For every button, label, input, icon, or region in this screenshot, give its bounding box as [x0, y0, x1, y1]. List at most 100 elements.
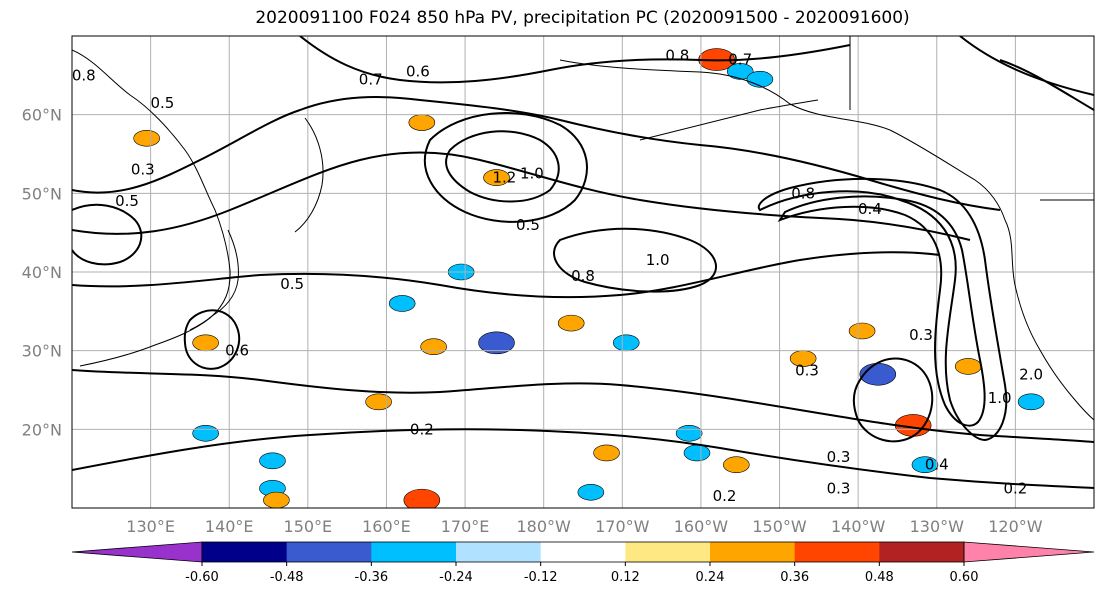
contour-line [757, 177, 1008, 442]
precip-patch [675, 424, 703, 442]
contour-label: 0.8 [72, 66, 96, 84]
precip-patch [683, 444, 711, 462]
contour-line [553, 227, 717, 293]
colorbar-tick-label: 0.36 [780, 570, 809, 585]
x-tick-label: 160°W [674, 517, 729, 536]
coastline-alaska [559, 59, 1006, 221]
precip-patch [483, 169, 510, 186]
contour-label: 0.3 [795, 361, 819, 379]
x-tick-label: 140°E [205, 517, 254, 536]
colorbar-segment [371, 542, 457, 562]
colorbar-extend-low [71, 541, 203, 563]
precip-patch [388, 295, 416, 312]
chart-title: 2020091100 F024 850 hPa PV, precipitatio… [255, 8, 910, 28]
contour-label: 2.0 [1019, 365, 1043, 383]
contour-label: 0.8 [791, 184, 815, 202]
contour-label: 0.5 [150, 94, 174, 112]
colorbar-segment [286, 542, 372, 562]
contour-label: 0.3 [827, 448, 851, 466]
contour-line [852, 357, 934, 443]
colorbar-segment [710, 542, 796, 562]
x-tick-label: 120°W [988, 517, 1043, 536]
colorbar-tick-label: -0.48 [270, 570, 304, 585]
y-axis-ticks: 20°N 30°N 40°N 50°N 60°N [22, 106, 62, 440]
precip-patch [722, 456, 750, 474]
contour-line [72, 251, 941, 299]
contour-label: 0.3 [131, 161, 155, 179]
colorbar-segment [540, 542, 626, 562]
precip-patch [593, 444, 620, 462]
contour-line [72, 369, 1094, 443]
colorbar-segment [625, 542, 711, 562]
contour-label: 1.0 [988, 389, 1012, 407]
coastline-asia [72, 49, 231, 367]
coastline-japan [189, 229, 239, 331]
contour-label: 0.2 [410, 420, 434, 438]
contour-label: 0.8 [571, 267, 595, 285]
precip-patch [478, 331, 515, 355]
coastline-aleutians [639, 99, 819, 141]
colorbar-tick-label: 0.12 [611, 570, 640, 585]
colorbar-tick-label: -0.60 [185, 570, 219, 585]
colorbar-tick-label: -0.12 [524, 570, 558, 585]
colorbar-tick-label: 0.24 [696, 570, 725, 585]
precip-patch [726, 63, 754, 80]
contour-label: 0.5 [516, 216, 540, 234]
x-axis-ticks: 130°E 140°E 150°E 160°E 170°E 180°W 170°W 160°W… [126, 517, 1042, 536]
contour-labels: 0.8 0.70.7 0.60.50.80.50.30.50.61.2 1.00.50… [72, 47, 1043, 506]
map-frame [71, 35, 1095, 509]
x-tick-label: 130°W [910, 517, 965, 536]
contour-label: 0.4 [858, 200, 882, 218]
contour-line [424, 112, 588, 223]
coastline-kamchatka [294, 117, 324, 233]
precip-patch [263, 491, 290, 508]
contour-label: 0.8 [665, 47, 689, 65]
precip-patch [911, 456, 939, 474]
contour-label: 0.7 [359, 70, 383, 88]
precip-patch [133, 129, 160, 147]
y-tick-label: 30°N [22, 342, 62, 361]
contour-label: 1.0 [520, 165, 544, 183]
colorbar-tick-label: 0.48 [865, 570, 894, 585]
contour-label: 0.5 [115, 192, 139, 210]
contour-line [777, 195, 986, 427]
pv-contours [72, 36, 1094, 489]
precip-patch [259, 452, 286, 470]
y-tick-label: 40°N [22, 263, 62, 282]
contour-label: 0.6 [225, 342, 249, 360]
border-canada-us [849, 36, 1094, 201]
x-tick-label: 170°W [595, 517, 650, 536]
contour-line [445, 130, 560, 203]
contour-line [299, 36, 851, 84]
x-tick-label: 130°E [126, 517, 175, 536]
contour-line [72, 203, 143, 266]
precip-patch [408, 114, 436, 131]
precip-patch [954, 358, 982, 375]
x-tick-label: 170°E [441, 517, 490, 536]
precip-patch [420, 338, 447, 356]
colorbar-tick-label: -0.36 [355, 570, 389, 585]
contour-label: 0.6 [406, 62, 430, 80]
gridlines [72, 36, 1094, 508]
contour-label: 0.4 [925, 456, 949, 474]
contour-label: 0.7 [728, 51, 752, 69]
colorbar-segment [456, 542, 542, 562]
contour-line [183, 309, 241, 370]
contour-line [959, 36, 1094, 96]
contour-line [72, 428, 1094, 489]
colorbar-segment [879, 542, 965, 562]
precip-patch [192, 424, 219, 442]
contour-line [72, 151, 971, 241]
colorbar-extend-high [963, 541, 1095, 563]
precip-patch [746, 70, 774, 88]
precip-patch [1017, 393, 1045, 411]
precip-patch [403, 488, 441, 508]
x-tick-label: 150°E [284, 517, 333, 536]
coastline-north-america [1004, 219, 1094, 421]
x-tick-label: 140°W [831, 517, 886, 536]
contour-line [72, 96, 1001, 211]
colorbar-tick-label: -0.24 [439, 570, 473, 585]
colorbar-tick-label: 0.60 [950, 570, 979, 585]
y-tick-label: 60°N [22, 106, 62, 125]
